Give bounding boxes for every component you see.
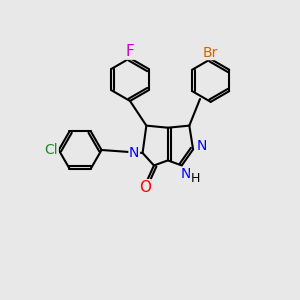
- Text: N: N: [196, 140, 207, 153]
- Text: Br: Br: [203, 46, 218, 59]
- Text: Cl: Cl: [44, 143, 58, 157]
- Text: O: O: [139, 180, 151, 195]
- Text: N: N: [181, 167, 191, 182]
- Text: H: H: [190, 172, 200, 185]
- Text: N: N: [129, 146, 140, 160]
- Text: F: F: [126, 44, 134, 59]
